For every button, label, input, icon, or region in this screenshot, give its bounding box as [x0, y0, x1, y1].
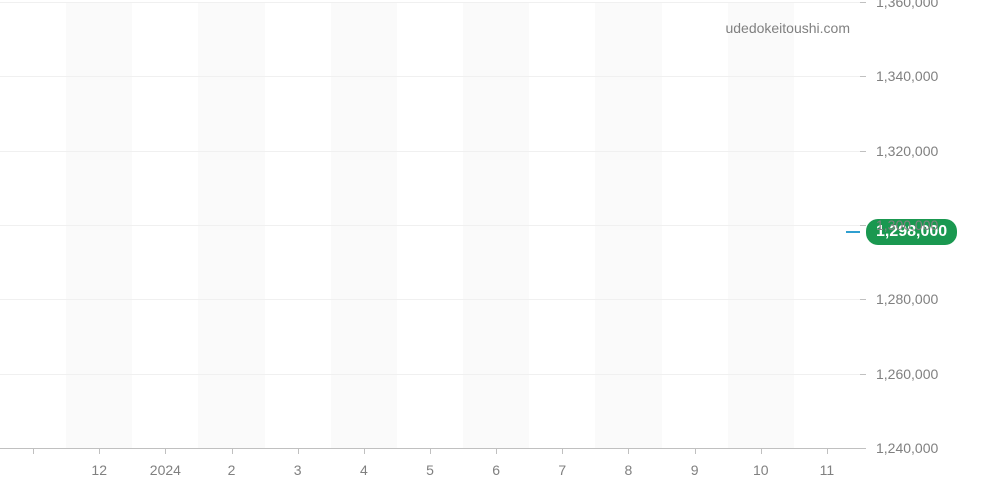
xtick [628, 448, 629, 454]
xlabel: 4 [360, 462, 368, 478]
ytick [860, 448, 866, 449]
xlabel: 6 [492, 462, 500, 478]
ytick [860, 374, 866, 375]
price-marker [846, 231, 860, 233]
xlabel: 10 [753, 462, 769, 478]
xtick [33, 448, 34, 454]
xtick [165, 448, 166, 454]
ylabel: 1,360,000 [876, 0, 938, 10]
xlabel: 11 [820, 462, 835, 478]
xtick [761, 448, 762, 454]
ytick [860, 151, 866, 152]
gridline-h [0, 299, 860, 300]
xtick [99, 448, 100, 454]
xlabel: 3 [294, 462, 302, 478]
xlabel: 2024 [150, 462, 181, 478]
xlabel: 8 [625, 462, 633, 478]
xtick [562, 448, 563, 454]
xtick [430, 448, 431, 454]
xlabel: 7 [558, 462, 566, 478]
ylabel: 1,340,000 [876, 68, 938, 84]
gridline-h [0, 76, 860, 77]
plot-area [0, 2, 860, 448]
watermark: udedokeitoushi.com [725, 20, 850, 36]
xtick [695, 448, 696, 454]
gridline-h [0, 225, 860, 226]
ytick [860, 76, 866, 77]
xlabel: 12 [91, 462, 107, 478]
xtick [364, 448, 365, 454]
price-chart: udedokeitoushi.com 1,298,000 1,240,0001,… [0, 0, 1000, 500]
xtick [232, 448, 233, 454]
ylabel: 1,260,000 [876, 366, 938, 382]
xlabel: 9 [691, 462, 699, 478]
ytick [860, 225, 866, 226]
xtick [496, 448, 497, 454]
ytick [860, 299, 866, 300]
xlabel: 2 [228, 462, 236, 478]
ylabel: 1,240,000 [876, 440, 938, 456]
xtick [827, 448, 828, 454]
ylabel: 1,300,000 [876, 217, 938, 233]
gridline-h [0, 151, 860, 152]
ylabel: 1,320,000 [876, 143, 938, 159]
ylabel: 1,280,000 [876, 291, 938, 307]
xlabel: 5 [426, 462, 434, 478]
gridline-h [0, 374, 860, 375]
xtick [298, 448, 299, 454]
gridline-h [0, 2, 860, 3]
ytick [860, 2, 866, 3]
